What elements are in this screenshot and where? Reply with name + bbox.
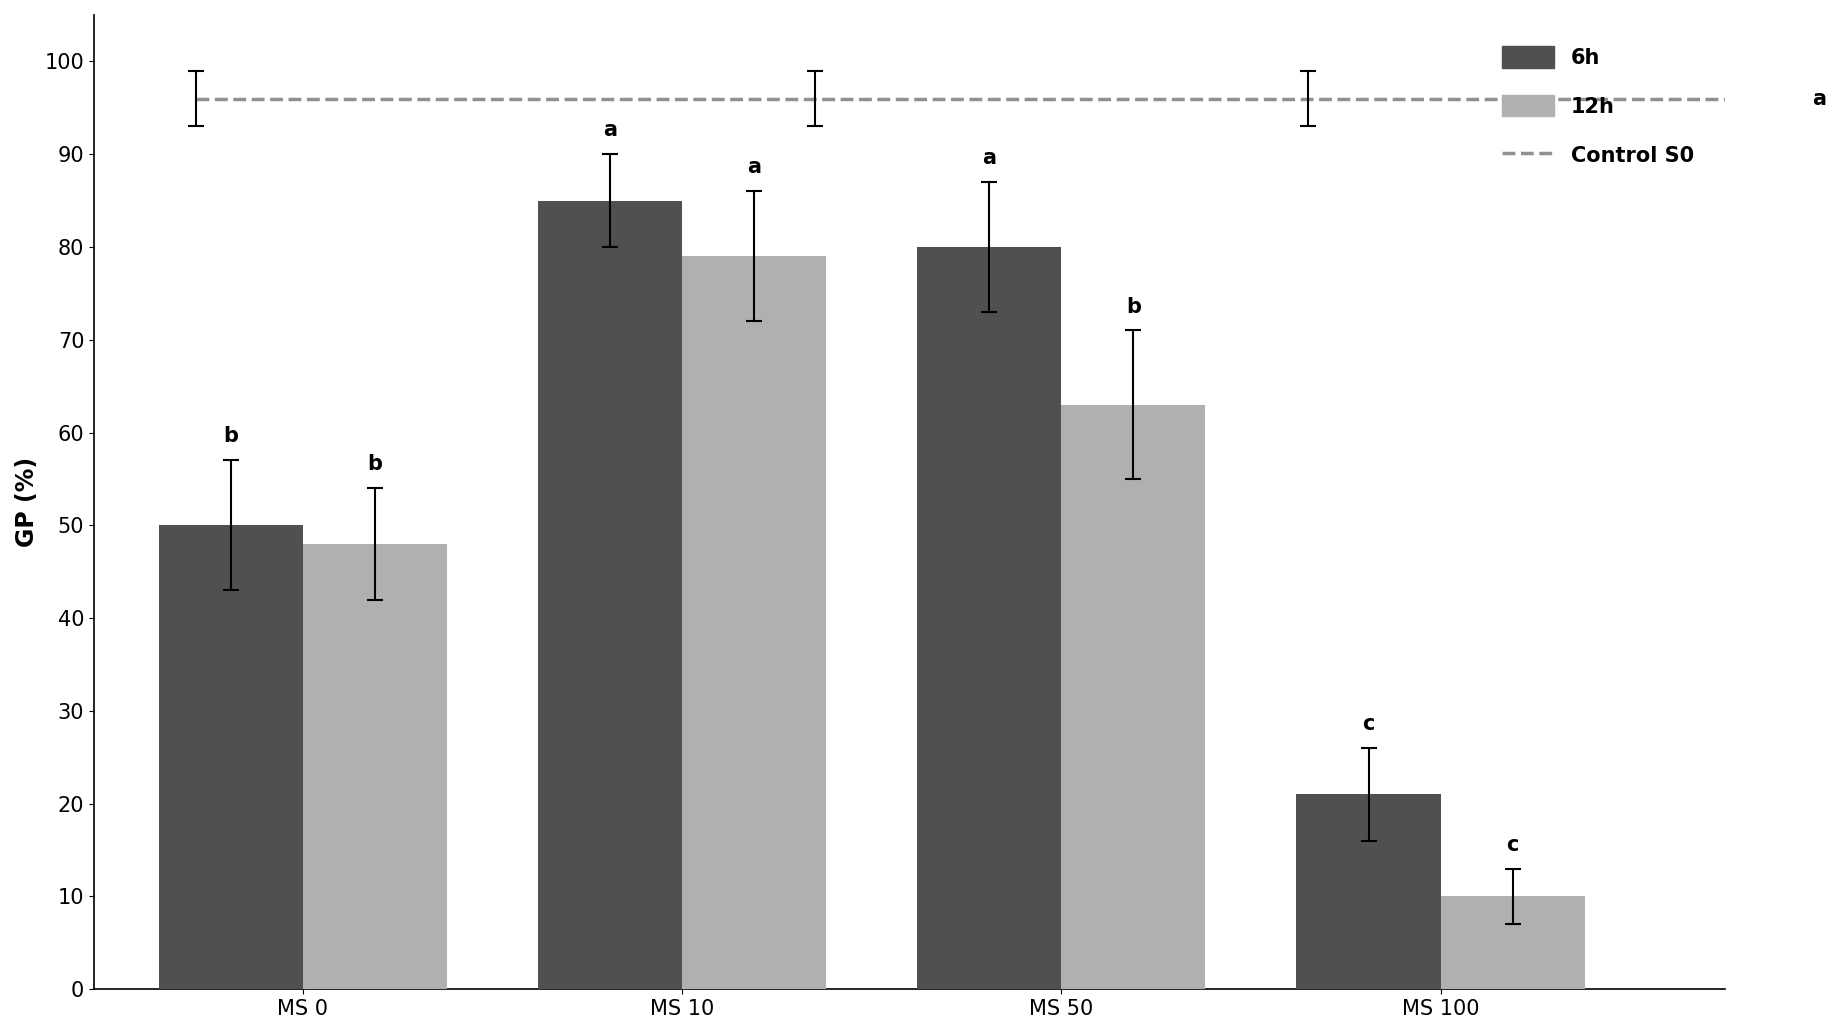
Bar	[159, 525, 302, 990]
Text: c: c	[1506, 834, 1519, 855]
Text: b: b	[368, 454, 382, 475]
Bar	[1296, 794, 1440, 990]
Text: a: a	[747, 157, 761, 178]
Text: c: c	[1362, 714, 1374, 734]
Bar	[538, 201, 683, 990]
Text: a: a	[983, 148, 996, 169]
Text: b: b	[223, 426, 238, 447]
Text: b: b	[1125, 297, 1140, 316]
Y-axis label: GP (%): GP (%)	[15, 457, 38, 547]
Text: a: a	[1812, 89, 1826, 109]
Text: a: a	[602, 120, 617, 141]
Bar	[1440, 896, 1585, 990]
Bar	[302, 544, 447, 990]
Legend: 6h, 12h, Control S0: 6h, 12h, Control S0	[1480, 26, 1715, 186]
Bar	[1061, 404, 1206, 990]
Bar	[917, 247, 1061, 990]
Bar	[683, 256, 825, 990]
